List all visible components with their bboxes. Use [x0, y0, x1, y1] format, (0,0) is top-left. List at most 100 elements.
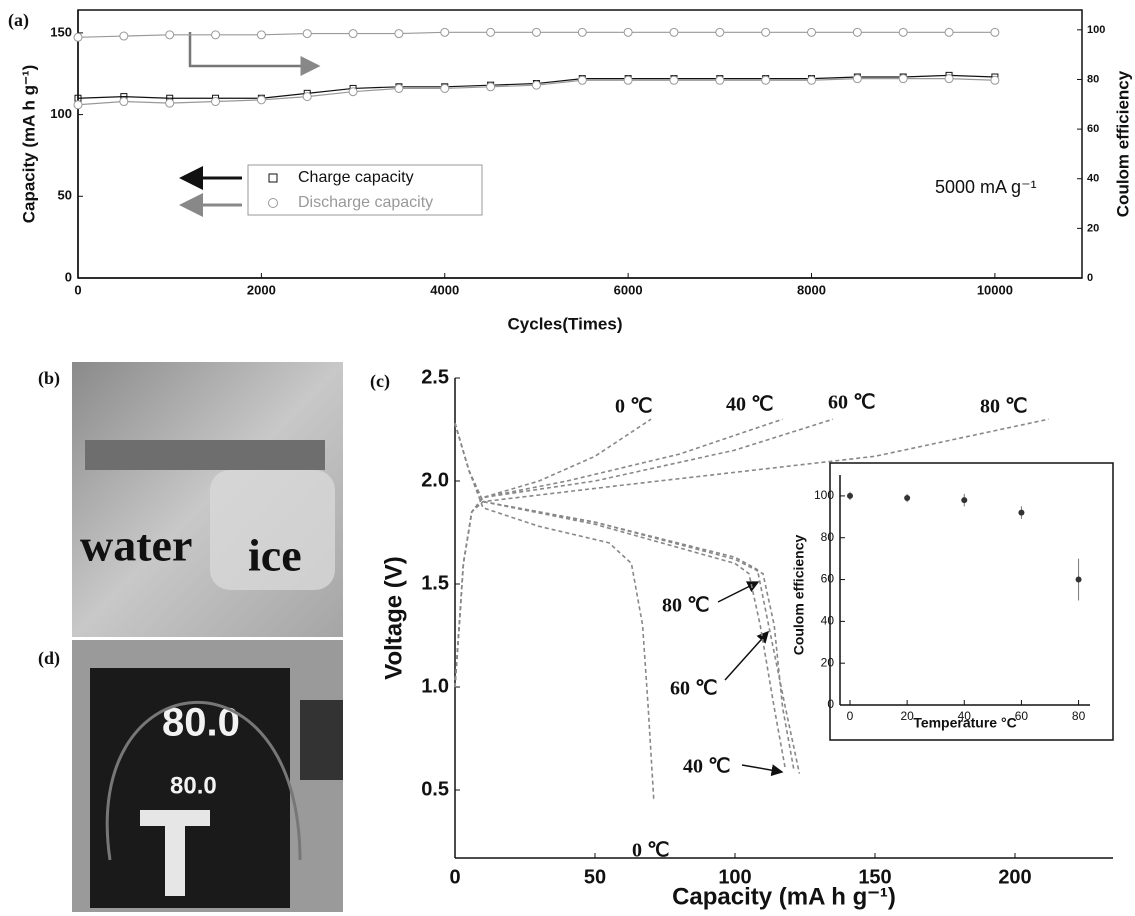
photo-text: 80.0: [170, 772, 217, 799]
point: [991, 28, 999, 36]
point: [487, 28, 495, 36]
y-tick-label: 150: [50, 24, 72, 39]
photo-d: 80.0 80.0 (d): [38, 640, 343, 912]
point: [212, 31, 220, 39]
point: [808, 76, 816, 84]
photo-device: [85, 440, 325, 470]
photo-panel: [140, 810, 210, 826]
point: [578, 76, 586, 84]
y2-tick-label: 0: [1087, 272, 1093, 284]
y-tick-label: 2.0: [421, 469, 449, 491]
point: [716, 76, 724, 84]
inset-frame: [830, 463, 1113, 740]
photo-text: water: [80, 520, 192, 571]
point: [303, 93, 311, 101]
x-axis-label: Temperature °C: [913, 715, 1016, 731]
series-line: [455, 419, 651, 687]
legend-label: Discharge capacity: [298, 194, 433, 211]
y2-tick-label: 100: [1087, 24, 1105, 36]
y-tick-label: 40: [821, 614, 835, 628]
x-tick-label: 4000: [430, 282, 459, 297]
point: [487, 83, 495, 91]
point: [1076, 577, 1082, 583]
point: [166, 99, 174, 107]
point: [441, 84, 449, 92]
point: [303, 30, 311, 38]
photo-text: ice: [248, 530, 302, 581]
point: [624, 76, 632, 84]
arrow: [742, 765, 782, 772]
y-tick-label: 0: [827, 697, 834, 711]
panel-label: (b): [38, 368, 60, 389]
point: [395, 30, 403, 38]
figure: water ice (b) 80.0 80.0 (d) 020004000600…: [0, 0, 1135, 916]
point: [670, 28, 678, 36]
y-tick-label: 1.5: [421, 572, 449, 594]
point: [578, 28, 586, 36]
x-tick-label: 200: [998, 866, 1031, 888]
y-tick-label: 0.5: [421, 778, 449, 800]
point: [991, 76, 999, 84]
point: [762, 28, 770, 36]
panel-label: (c): [370, 371, 390, 392]
y-axis-label: Voltage (V): [380, 556, 407, 680]
arrow: [725, 632, 768, 680]
arrow: [190, 32, 318, 66]
annotation: 80 ℃: [662, 595, 709, 617]
point: [945, 28, 953, 36]
point: [716, 28, 724, 36]
x-tick-label: 0: [847, 709, 854, 723]
point: [532, 81, 540, 89]
x-tick-label: 10000: [977, 282, 1013, 297]
x-axis-label: Capacity (mA h g⁻¹): [672, 883, 896, 910]
photo-panel: [165, 826, 185, 896]
x-tick-label: 8000: [797, 282, 826, 297]
point: [670, 76, 678, 84]
point: [120, 32, 128, 40]
y-tick-label: 100: [814, 488, 834, 502]
y-tick-label: 60: [821, 572, 835, 586]
x-tick-label: 50: [584, 866, 606, 888]
y2-tick-label: 20: [1087, 222, 1099, 234]
series-line: [455, 423, 785, 769]
y2-axis-label: Coulom efficiency: [1113, 70, 1132, 217]
point: [166, 31, 174, 39]
point: [257, 31, 265, 39]
y2-tick-label: 80: [1087, 73, 1099, 85]
point: [349, 30, 357, 38]
photo-box: [300, 700, 343, 780]
y-tick-label: 1.0: [421, 675, 449, 697]
point: [441, 28, 449, 36]
panel-label: (d): [38, 648, 60, 669]
point: [349, 88, 357, 96]
x-tick-label: 20: [900, 709, 914, 723]
series-line: [455, 423, 654, 800]
y2-tick-label: 40: [1087, 173, 1099, 185]
point: [120, 98, 128, 106]
series-line: [455, 423, 799, 773]
y-axis-label: Capacity (mA h g⁻¹): [19, 65, 38, 224]
series-line: [455, 419, 833, 687]
point: [945, 75, 953, 83]
annotation: 40 ℃: [683, 756, 730, 778]
y-tick-label: 80: [821, 530, 835, 544]
y-tick-label: 2.5: [421, 366, 449, 388]
annotation: 80 ℃: [980, 396, 1027, 418]
y-tick-label: 50: [58, 188, 72, 203]
x-tick-label: 2000: [247, 282, 276, 297]
photo-b: water ice (b): [38, 362, 343, 637]
y-axis-label: Coulom efficiency: [791, 535, 807, 656]
y-tick-label: 100: [50, 106, 72, 121]
point: [899, 28, 907, 36]
y2-tick-label: 60: [1087, 123, 1099, 135]
x-tick-label: 80: [1072, 709, 1086, 723]
x-tick-label: 0: [74, 282, 81, 297]
x-tick-label: 60: [1015, 709, 1029, 723]
point: [899, 75, 907, 83]
point: [1018, 510, 1024, 516]
annotation: 0 ℃: [615, 396, 652, 418]
x-tick-label: 0: [449, 866, 460, 888]
point: [395, 84, 403, 92]
plot-frame: [78, 10, 1082, 278]
x-axis-label: Cycles(Times): [508, 314, 623, 333]
